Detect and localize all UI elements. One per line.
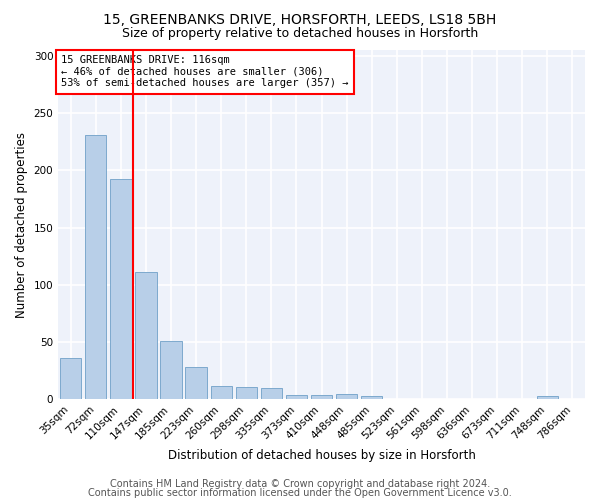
Text: 15 GREENBANKS DRIVE: 116sqm
← 46% of detached houses are smaller (306)
53% of se: 15 GREENBANKS DRIVE: 116sqm ← 46% of det… <box>61 55 349 88</box>
Bar <box>236 387 257 400</box>
Bar <box>211 386 232 400</box>
Bar <box>336 394 358 400</box>
Bar <box>110 180 131 400</box>
Bar <box>136 272 157 400</box>
Text: 15, GREENBANKS DRIVE, HORSFORTH, LEEDS, LS18 5BH: 15, GREENBANKS DRIVE, HORSFORTH, LEEDS, … <box>103 12 497 26</box>
Text: Contains public sector information licensed under the Open Government Licence v3: Contains public sector information licen… <box>88 488 512 498</box>
Text: Contains HM Land Registry data © Crown copyright and database right 2024.: Contains HM Land Registry data © Crown c… <box>110 479 490 489</box>
Bar <box>361 396 382 400</box>
Bar <box>311 395 332 400</box>
Bar <box>160 341 182 400</box>
X-axis label: Distribution of detached houses by size in Horsforth: Distribution of detached houses by size … <box>167 450 476 462</box>
Bar <box>537 396 558 400</box>
Bar <box>85 135 106 400</box>
Bar <box>185 368 207 400</box>
Bar <box>261 388 282 400</box>
Y-axis label: Number of detached properties: Number of detached properties <box>15 132 28 318</box>
Text: Size of property relative to detached houses in Horsforth: Size of property relative to detached ho… <box>122 28 478 40</box>
Bar <box>286 395 307 400</box>
Bar <box>60 358 82 400</box>
